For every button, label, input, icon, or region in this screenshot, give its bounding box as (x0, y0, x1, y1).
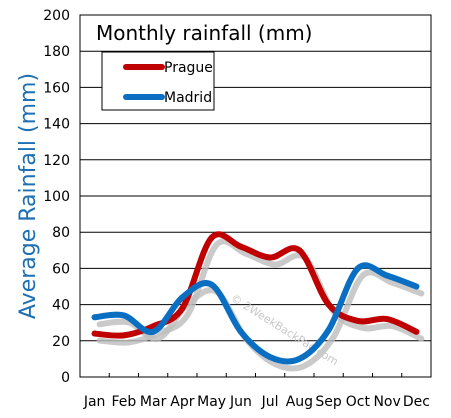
chart-title: Monthly rainfall (mm) (96, 21, 312, 45)
y-tick-label: 20 (52, 334, 70, 350)
y-tick-label: 200 (43, 8, 70, 24)
data-point-madrid-oct (354, 265, 361, 272)
x-tick-label: Sep (315, 394, 342, 410)
x-tick-label: Nov (373, 394, 400, 410)
data-point-prague-aug (296, 247, 303, 254)
data-point-madrid-jul (267, 354, 274, 361)
legend-label-madrid: Madrid (164, 90, 212, 106)
data-point-prague-may (208, 234, 215, 241)
x-tick-label: Mar (140, 394, 167, 410)
series-shadow-prague (96, 238, 425, 346)
y-tick-label: 140 (43, 117, 70, 133)
data-point-madrid-apr (179, 294, 186, 301)
legend-box (101, 51, 215, 111)
x-tick-label: May (197, 394, 226, 410)
x-tick-label: Apr (170, 394, 194, 410)
data-point-madrid-jan (91, 314, 98, 321)
data-point-prague-feb (120, 332, 127, 339)
x-tick-label: Aug (286, 394, 313, 410)
x-tick-label: Jan (83, 394, 106, 410)
y-tick-label: 0 (61, 370, 70, 386)
x-tick-label: Jul (261, 394, 279, 410)
data-point-prague-jul (267, 254, 274, 261)
legend-label-prague: Prague (164, 60, 213, 76)
series-lines (91, 231, 420, 365)
data-point-prague-dec (413, 328, 420, 335)
x-tick-label: Dec (403, 394, 430, 410)
x-tick-labels: Jan Feb Mar Apr May Jun Jul Aug Sep Oct Nov Dec (83, 394, 430, 410)
x-tick-label: Oct (346, 394, 371, 410)
x-tick-marks (108, 373, 403, 377)
data-point-madrid-aug (296, 355, 303, 362)
title-box (88, 16, 314, 46)
y-tick-label: 120 (43, 153, 70, 169)
data-point-prague-jan (91, 330, 98, 337)
y-tick-label: 80 (52, 225, 70, 241)
data-point-madrid-jun (237, 328, 244, 335)
data-point-prague-jun (237, 243, 244, 250)
y-tick-label: 180 (43, 44, 70, 60)
legend: Prague Madrid (123, 60, 213, 106)
data-point-madrid-feb (120, 312, 127, 319)
data-point-madrid-mar (150, 328, 157, 335)
y-tick-label: 60 (52, 261, 70, 277)
data-point-prague-sep (325, 301, 332, 308)
data-point-madrid-sep (325, 326, 332, 333)
y-tick-label: 160 (43, 80, 70, 96)
y-tick-label: 40 (52, 298, 70, 314)
x-tick-label: Feb (111, 394, 136, 410)
data-point-madrid-dec (413, 283, 420, 290)
y-tick-labels: 0 20 40 60 80 100 120 140 160 180 200 (43, 8, 70, 386)
y-tick-label: 100 (43, 189, 70, 205)
data-point-madrid-nov (384, 272, 391, 279)
data-point-madrid-may (208, 281, 215, 288)
y-axis-label: Average Rainfall (mm) (16, 73, 41, 319)
data-point-prague-nov (384, 316, 391, 323)
x-tick-label: Jun (229, 394, 252, 410)
data-point-prague-apr (179, 305, 186, 312)
plot-frame (79, 14, 432, 378)
data-point-prague-oct (354, 317, 361, 324)
